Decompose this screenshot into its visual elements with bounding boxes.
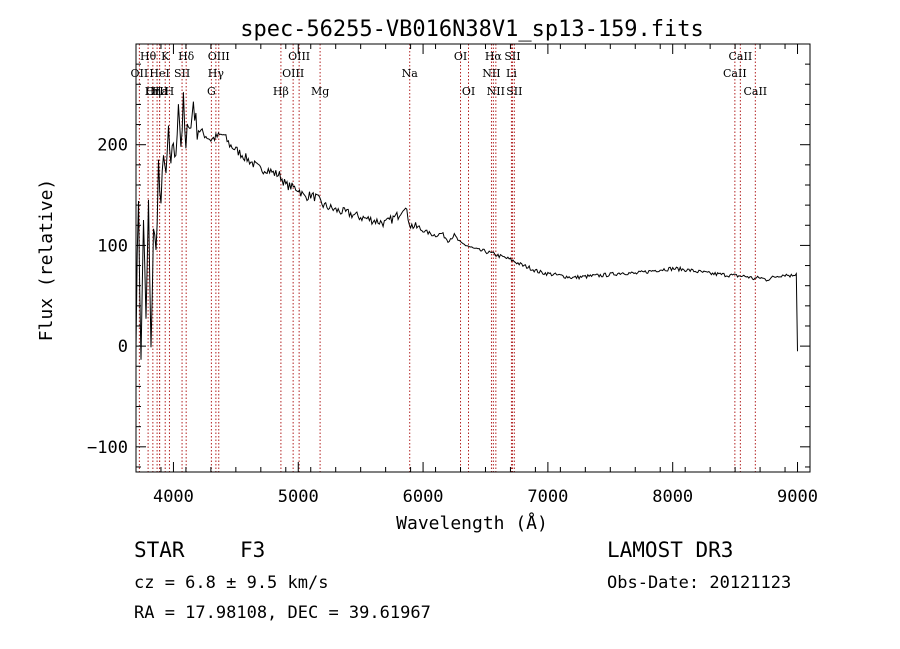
line-label-17: Na (402, 67, 419, 80)
survey-name: LAMOST DR3 (607, 538, 734, 562)
y-tick-label-0: 0 (118, 337, 128, 357)
line-label-15: Hβ (273, 85, 289, 98)
line-label-10: OIII (208, 50, 230, 63)
line-label-0: Hθ (140, 50, 157, 63)
line-label-4: Hη (145, 85, 161, 98)
x-tick-label-6000: 6000 (403, 487, 444, 507)
line-label-23: SII (504, 50, 520, 63)
line-label-12: G (207, 85, 216, 98)
line-label-21: NII (482, 67, 500, 80)
line-label-14: OIII (282, 67, 304, 80)
line-label-19: OI (462, 85, 475, 98)
x-tick-label-8000: 8000 (652, 487, 693, 507)
line-label-25: SII (506, 85, 522, 98)
coordinates: RA = 17.98108, DEC = 39.61967 (134, 603, 431, 623)
observation-date: Obs-Date: 20121123 (607, 573, 792, 593)
line-label-16: Mg (311, 85, 329, 98)
x-axis-label: Wavelength (Å) (396, 512, 548, 534)
line-label-5: HeI (149, 67, 169, 80)
line-label-11: Hγ (208, 67, 225, 80)
line-label-1: OII (131, 67, 149, 80)
x-tick-label-7000: 7000 (527, 487, 568, 507)
line-markers (138, 44, 756, 472)
line-label-27: CaII (723, 67, 747, 80)
redshift-cz: cz = 6.8 ± 9.5 km/s (134, 573, 329, 593)
line-label-24: Li (506, 67, 517, 80)
line-label-22: NII (487, 85, 505, 98)
line-label-20: Hα (485, 50, 503, 63)
chart-title: spec-56255-VB016N38V1_sp13-159.fits (240, 17, 704, 42)
flux-series-line (135, 92, 798, 360)
y-tick-label-200: 200 (97, 136, 128, 156)
y-tick-label-100: 100 (97, 236, 128, 256)
line-label-2: OIII (146, 85, 168, 98)
line-label-8: SII (174, 67, 190, 80)
line-label-3: Hε (152, 85, 168, 98)
line-label-26: CaII (729, 50, 753, 63)
x-tick-label-9000: 9000 (777, 487, 818, 507)
object-class: STAR (134, 538, 185, 562)
axis-ticks: 4000 5000 6000 7000 8000 9000 −100 0 100 200 (87, 44, 818, 507)
line-label-9: Hδ (178, 50, 195, 63)
x-tick-label-4000: 4000 (153, 487, 194, 507)
x-tick-label-5000: 5000 (278, 487, 319, 507)
object-subclass: F3 (240, 538, 266, 562)
line-label-18: OI (454, 50, 467, 63)
y-axis-label: Flux (relative) (36, 179, 57, 342)
line-label-28: CaII (743, 85, 767, 98)
line-label-13: OIII (288, 50, 310, 63)
y-tick-label--100: −100 (87, 438, 128, 458)
line-label-6: K (161, 50, 170, 63)
line-label-7: H (165, 85, 175, 98)
plot-frame (135, 43, 811, 473)
